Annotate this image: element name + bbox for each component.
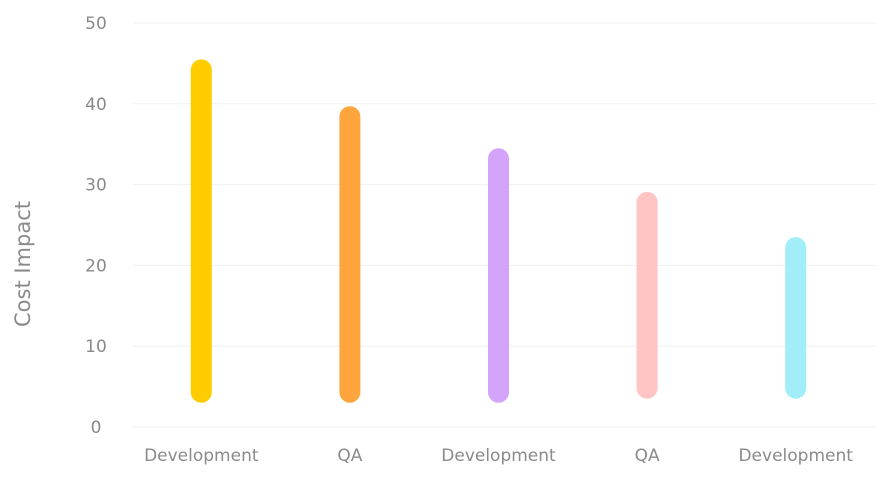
bar bbox=[785, 237, 807, 399]
x-category-label: Development bbox=[738, 446, 853, 466]
y-axis-ticks: 0 10 20 30 40 50 bbox=[85, 14, 107, 438]
y-axis-title: Cost Impact bbox=[11, 201, 35, 327]
x-axis-labels: Development QA Development QA Development bbox=[144, 446, 853, 466]
y-tick-label: 50 bbox=[85, 14, 107, 34]
x-category-label: QA bbox=[337, 446, 362, 466]
x-category-label: Development bbox=[441, 446, 556, 466]
bars bbox=[190, 59, 807, 403]
y-tick-label: 10 bbox=[85, 337, 107, 357]
bar bbox=[339, 106, 361, 403]
bar bbox=[190, 59, 212, 403]
bar bbox=[636, 191, 658, 399]
y-tick-label: 20 bbox=[85, 256, 107, 276]
bar bbox=[488, 148, 509, 403]
y-tick-label: 0 bbox=[91, 418, 102, 438]
y-tick-label: 40 bbox=[85, 95, 107, 115]
x-category-label: Development bbox=[144, 446, 259, 466]
y-tick-label: 30 bbox=[85, 176, 107, 196]
x-category-label: QA bbox=[635, 446, 660, 466]
